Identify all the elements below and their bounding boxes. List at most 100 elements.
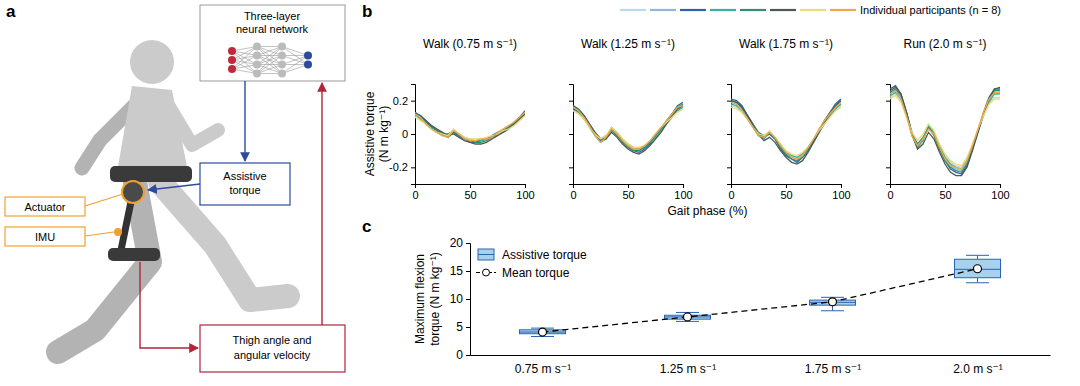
axis-title: Maximum flexiontorque (N m kg⁻¹) — [413, 252, 442, 346]
tick: 50 — [464, 184, 476, 201]
network-node — [228, 56, 236, 64]
chart-title: Walk (1.75 m s⁻¹) — [739, 37, 833, 51]
mean-line — [543, 269, 978, 332]
tick-label: 0 — [728, 189, 734, 201]
tick-mark — [945, 184, 946, 188]
participant-line — [415, 111, 525, 143]
tick: 1.25 m s⁻¹ — [660, 355, 716, 376]
axis — [727, 85, 732, 185]
tick-label: 1.75 m s⁻¹ — [805, 362, 861, 376]
participant-line — [890, 91, 1000, 169]
actuator-label: Actuator — [25, 201, 66, 213]
chart-title: Walk (0.75 m s⁻¹) — [423, 37, 517, 51]
tick: 0 — [402, 128, 415, 140]
tick: 20 — [450, 236, 470, 250]
limb — [165, 100, 218, 145]
imu-leader — [85, 232, 114, 236]
legend-swatch — [710, 9, 736, 11]
legend-swatch — [800, 9, 826, 11]
network-edge — [282, 47, 308, 56]
tick — [886, 101, 890, 102]
tick-mark — [466, 299, 470, 300]
legend-swatch — [770, 9, 796, 11]
legend-swatch — [680, 9, 706, 11]
legend-label: Assistive torque — [502, 248, 587, 262]
tick-mark — [886, 134, 890, 135]
tick: 50 — [939, 184, 951, 201]
tick — [727, 134, 731, 135]
tick-label: 100 — [516, 189, 534, 201]
legend-label: Mean torque — [502, 266, 570, 280]
imu — [114, 228, 122, 236]
network-node — [253, 52, 261, 60]
tick-mark — [525, 184, 526, 188]
tick: 100 — [832, 184, 850, 201]
network-icon — [228, 43, 312, 78]
participant-line — [573, 102, 683, 152]
mean-marker — [684, 313, 692, 321]
axis: 0 50 100 — [887, 184, 1009, 201]
participant-line — [573, 106, 683, 149]
network-node — [278, 70, 286, 78]
network-node — [278, 52, 286, 60]
actuator-leader — [85, 194, 123, 206]
axis-line — [891, 185, 1001, 189]
participant-line — [890, 89, 1000, 172]
network-node — [228, 47, 236, 55]
axis-line — [466, 244, 471, 356]
network-edge — [282, 56, 308, 65]
chart-title: Run (2.0 m s⁻¹) — [903, 37, 986, 51]
tick: 10 — [450, 292, 470, 306]
chart-title: Walk (1.25 m s⁻¹) — [581, 37, 675, 51]
network-box — [200, 5, 345, 81]
tick-mark — [569, 134, 573, 135]
whisker — [977, 278, 978, 283]
tick-mark — [569, 167, 573, 168]
tick: 0 — [412, 184, 418, 201]
participant-line — [415, 112, 525, 142]
arrow — [140, 262, 198, 348]
network-node — [304, 52, 312, 60]
sensor-label-line: Thigh angle and — [233, 334, 312, 346]
tick-mark — [886, 167, 890, 168]
tick: 100 — [674, 184, 692, 201]
tick-label: 15 — [450, 264, 464, 278]
network-edge — [282, 65, 308, 74]
network-node — [253, 61, 261, 69]
axis — [886, 85, 891, 185]
axis-line — [569, 85, 574, 185]
participant-line — [890, 91, 1000, 171]
tick-mark — [466, 327, 470, 328]
tick: 0 — [728, 184, 734, 201]
tick-label: 50 — [622, 189, 634, 201]
network-label-line: neural network — [236, 23, 309, 35]
tick-mark — [786, 184, 787, 188]
network-node — [253, 43, 261, 51]
tick-label: 0 — [887, 189, 893, 201]
torque-box — [200, 163, 290, 205]
whisker-cap — [966, 282, 989, 283]
panel-label: c — [362, 217, 371, 236]
tick-label: 10 — [450, 292, 464, 306]
participant-line — [573, 106, 683, 154]
tick-label: 2.0 m s⁻¹ — [953, 362, 1003, 376]
participant-line — [731, 107, 841, 155]
network-node — [253, 70, 261, 78]
tick-label: 20 — [450, 236, 464, 250]
whisker-cap — [966, 255, 989, 256]
torque-label-line: Assistive — [223, 170, 266, 182]
axis-title-line: Maximum flexion — [413, 254, 427, 344]
tick: 0 — [570, 184, 576, 201]
tick-mark — [411, 167, 415, 168]
axis-line — [574, 185, 684, 189]
tick-mark — [569, 101, 573, 102]
line-chart: Run (2.0 m s⁻¹) 0 50 100 — [886, 37, 1010, 201]
participant-line — [890, 96, 1000, 166]
tick-label: 100 — [991, 189, 1009, 201]
tick-mark — [727, 101, 731, 102]
axis-line — [727, 85, 732, 185]
exoskeleton — [108, 166, 192, 261]
sensor-label-line: angular velocity — [234, 349, 311, 361]
participant-line — [573, 104, 683, 151]
tick-label: 0 — [570, 189, 576, 201]
